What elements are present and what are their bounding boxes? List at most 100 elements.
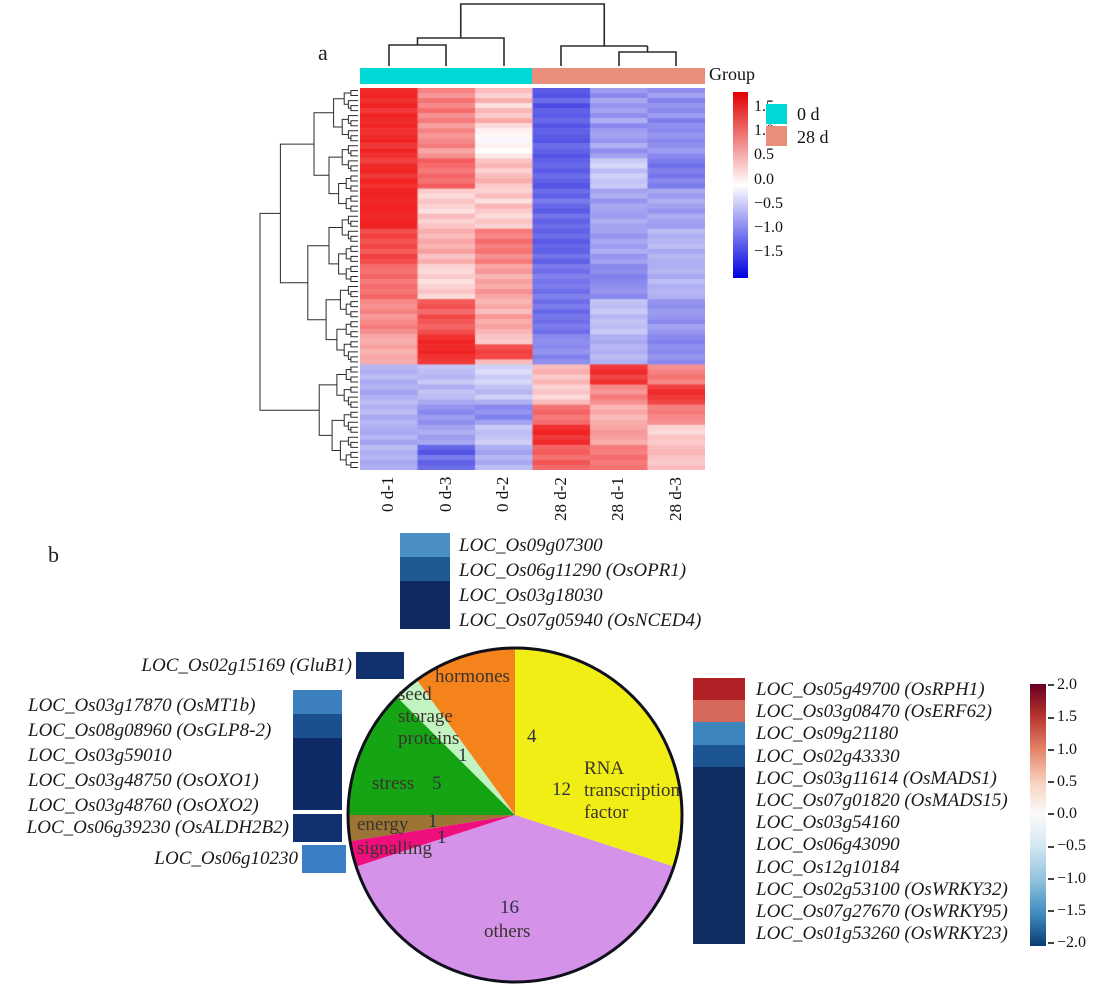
pie-slice-seed-storage-proteins xyxy=(396,679,515,815)
tick-0.5: 0.5 xyxy=(1048,773,1077,791)
gene-expression-cell xyxy=(693,788,745,812)
gene-expression-cell xyxy=(293,786,342,810)
column-label-0d-1: 0 d-1 xyxy=(378,477,397,513)
pie-slice-signalling xyxy=(350,815,515,867)
gene-expression-cell xyxy=(293,690,342,714)
pie-slice-hormones xyxy=(416,648,515,815)
gene-label: LOC_Os02g53100 (OsWRKY32) xyxy=(756,878,1008,900)
column-label-0d-2: 0 d-2 xyxy=(493,477,512,513)
gene-expression-cell xyxy=(693,722,745,745)
gene-expression-cell xyxy=(693,899,745,923)
gene-label: LOC_Os03g18030 xyxy=(459,585,603,606)
column-label-28d-2: 28 d-2 xyxy=(550,477,570,521)
gene-expression-cell xyxy=(293,714,342,738)
pie-count-others: 16 xyxy=(500,897,519,918)
legend-label-28d: 28 d xyxy=(797,127,829,147)
gene-expression-cell xyxy=(400,605,450,629)
pie-slice-RNA-transcription-factor xyxy=(515,648,682,867)
tick-−0.5: −0.5 xyxy=(754,194,784,212)
group-bar-28d xyxy=(532,68,705,84)
heatmap-colorbar xyxy=(733,92,748,278)
expression-heatmap xyxy=(360,88,705,470)
tick-0.0: 0.0 xyxy=(754,170,774,188)
gene-expression-cell xyxy=(400,581,450,605)
pie-label-stress: stress xyxy=(372,773,415,794)
legend-swatch-28d xyxy=(766,126,787,146)
panel-a-label: a xyxy=(318,40,328,65)
gene-expression-cell xyxy=(693,700,745,723)
stress-gene-list: LOC_Os03g17870 (OsMT1b) LOC_Os08g08960 (O… xyxy=(28,693,271,818)
pie-count-signalling: 1 xyxy=(437,827,447,848)
pie-outline xyxy=(346,646,684,984)
gene-expression-cell xyxy=(693,877,745,900)
signalling-gene-label: LOC_Os06g10230 xyxy=(154,848,298,869)
gene-label: LOC_Os02g43330 xyxy=(756,745,900,767)
tick-−0.5: −0.5 xyxy=(1048,837,1086,855)
tick-−1.0: −1.0 xyxy=(1048,870,1086,888)
pie-count-energy: 1 xyxy=(428,811,438,832)
gene-label: LOC_Os07g27670 (OsWRKY95) xyxy=(756,901,1008,923)
gene-label: LOC_Os03g59010 xyxy=(28,745,172,766)
gene-expression-cell xyxy=(693,678,745,701)
functional-category-pie xyxy=(346,646,684,984)
group-legend-title: Group xyxy=(709,64,755,84)
gene-expression-cell xyxy=(693,766,745,789)
gene-label: LOC_Os01g53260 (OsWRKY23) xyxy=(756,923,1008,945)
gene-expression-cell xyxy=(693,855,745,878)
gene-label: LOC_Os12g10184 xyxy=(756,856,900,878)
pie-slice-energy xyxy=(348,815,515,842)
legend-swatch-0d xyxy=(766,104,787,124)
signalling-gene-swatch xyxy=(302,845,346,873)
pie-label-others: others xyxy=(484,921,531,942)
tick-−2.0: −2.0 xyxy=(1048,934,1086,952)
gene-label: LOC_Os03g48750 (OsOXO1) xyxy=(28,770,259,791)
pie-label-seed-storage: seed storage proteins xyxy=(398,684,460,749)
pie-slice-others xyxy=(356,815,674,982)
gene-expression-cell xyxy=(693,811,745,834)
gene-expression-cell xyxy=(693,922,745,945)
energy-gene-swatch xyxy=(293,814,342,842)
gene-expression-cell xyxy=(693,833,745,856)
gene-expression-cell xyxy=(400,557,450,581)
pie-slice-stress xyxy=(348,696,515,815)
pie-gene-colorbar xyxy=(1030,684,1046,946)
gene-label: LOC_Os03g11614 (OsMADS1) xyxy=(756,767,997,789)
seed-storage-gene-swatch xyxy=(356,652,404,679)
gene-expression-cell xyxy=(400,533,450,557)
gene-label: LOC_Os03g08470 (OsERF62) xyxy=(756,701,992,723)
tick-0.0: 0.0 xyxy=(1048,805,1077,823)
gene-label: LOC_Os03g48760 (OsOXO2) xyxy=(28,795,259,816)
pie-count-hormones: 4 xyxy=(527,726,537,747)
pie-count-rna: 12 xyxy=(552,779,571,800)
gene-label: LOC_Os06g43090 xyxy=(756,834,900,856)
group-bar-0d xyxy=(360,68,532,84)
gene-label: LOC_Os09g21180 xyxy=(756,723,899,745)
tick-−1.0: −1.0 xyxy=(754,219,784,236)
gene-label: LOC_Os07g05940 (OsNCED4) xyxy=(459,610,702,631)
column-label-28d-1: 28 d-1 xyxy=(608,477,627,521)
column-dendrogram xyxy=(388,3,677,66)
gene-label: LOC_Os07g01820 (OsMADS15) xyxy=(756,790,1008,812)
row-dendrogram xyxy=(259,90,358,468)
legend-label-0d: 0 d xyxy=(797,104,820,124)
tick-2.0: 2.0 xyxy=(1048,676,1077,694)
pie-count-seed-storage: 1 xyxy=(458,745,468,766)
tick-−1.5: −1.5 xyxy=(1048,902,1086,920)
pie-label-hormones: hormones xyxy=(435,666,510,687)
gene-label: LOC_Os05g49700 (OsRPH1) xyxy=(756,679,985,700)
tick-1.5: 1.5 xyxy=(1048,708,1077,726)
tick-1.0: 1.0 xyxy=(1048,741,1077,759)
panel-b-label: b xyxy=(48,542,59,567)
gene-expression-cell xyxy=(293,762,342,786)
pie-label-signalling: signalling xyxy=(357,838,432,859)
gene-label: LOC_Os09g07300 xyxy=(459,535,603,556)
gene-label: LOC_Os03g17870 (OsMT1b) xyxy=(28,695,256,716)
rna-tf-gene-strip xyxy=(693,678,745,945)
seed-storage-gene-label: LOC_Os02g15169 (GluB1) xyxy=(141,655,352,676)
stress-gene-strip xyxy=(293,690,342,810)
hormones-gene-strip xyxy=(400,533,450,629)
gene-label: LOC_Os06g11290 (OsOPR1) xyxy=(459,560,687,581)
gene-label: LOC_Os03g54160 xyxy=(756,812,900,834)
gene-expression-cell xyxy=(693,744,745,767)
